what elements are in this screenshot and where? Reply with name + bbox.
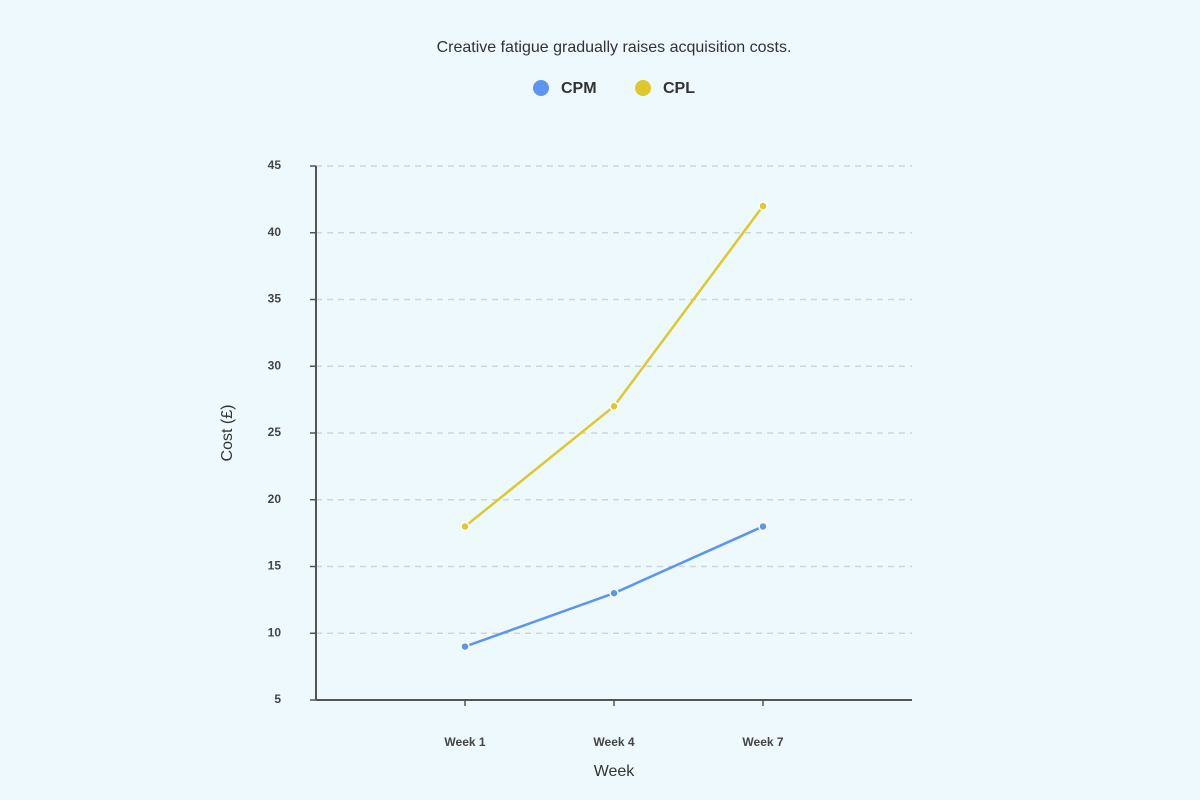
x-tick-label: Week 1 <box>444 735 485 749</box>
legend-marker <box>635 80 651 96</box>
data-point <box>460 521 470 532</box>
legend: CPM CPL <box>533 80 695 97</box>
y-tick-label: 15 <box>268 559 282 573</box>
y-axis-title: Cost (£) <box>219 405 236 462</box>
chart-title: Creative fatigue gradually raises acquis… <box>437 39 792 56</box>
x-tick-label: Week 7 <box>742 735 783 749</box>
y-tick-label: 30 <box>268 358 282 372</box>
data-point <box>609 401 619 412</box>
data-point <box>758 201 768 211</box>
y-tick-label: 25 <box>268 425 282 439</box>
y-tick-label: 10 <box>268 625 282 639</box>
data-point <box>609 588 619 598</box>
y-tick-label: 35 <box>268 292 282 306</box>
x-tick-label: Week 4 <box>593 735 634 749</box>
data-point <box>758 521 768 532</box>
y-tick-label: 45 <box>268 158 282 172</box>
legend-marker <box>533 80 549 96</box>
legend-label: CPM <box>561 80 597 97</box>
legend-label: CPL <box>663 80 695 97</box>
y-tick-label: 5 <box>274 692 281 706</box>
y-tick-label: 20 <box>268 492 282 506</box>
data-point <box>460 641 470 652</box>
x-axis-title: Week <box>594 763 636 780</box>
y-tick-label: 40 <box>268 225 282 239</box>
